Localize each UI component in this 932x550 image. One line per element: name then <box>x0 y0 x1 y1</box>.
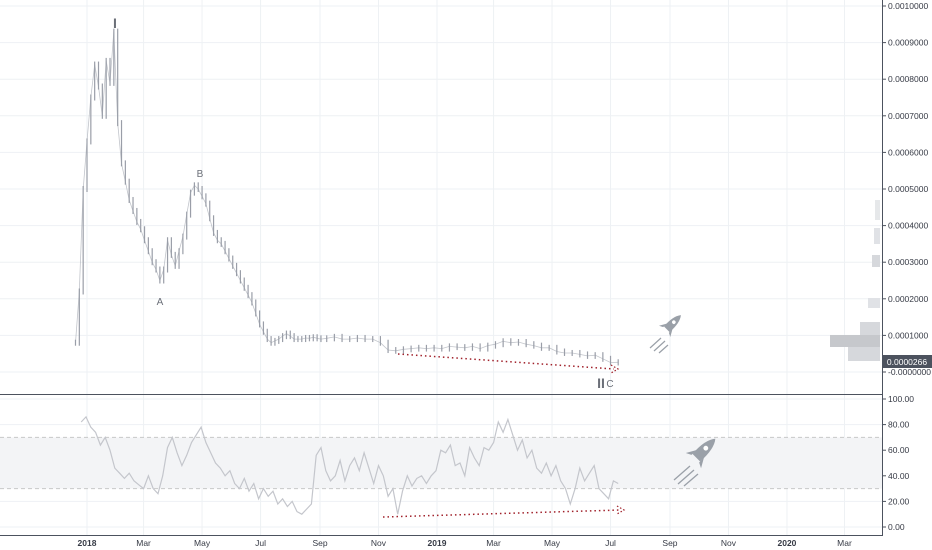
rsi-axis: 100.00 80.00 60.00 40.00 20.00 0.00 <box>882 394 914 532</box>
rsi-band-fill <box>0 437 882 489</box>
rsi-tick-label: 60.00 <box>888 445 910 455</box>
volume-profile-bar <box>872 255 880 267</box>
price-tick-label: 0.0008000 <box>888 74 928 84</box>
volume-profile-bar <box>875 200 880 220</box>
wave-label-2: II <box>597 375 605 391</box>
time-tick-label: May <box>194 538 211 548</box>
price-tick-label: 0.0005000 <box>888 184 928 194</box>
rocket-icon-2 <box>685 438 716 469</box>
wave-label-a: A <box>157 297 164 308</box>
price-tick-label: 0.0006000 <box>888 147 928 157</box>
rocket-trail-icon-2 <box>673 465 699 487</box>
time-tick-label: 2020 <box>777 538 796 548</box>
price-tick-label: 0.0004000 <box>888 221 928 231</box>
rsi-tick-label: 0.00 <box>888 522 905 532</box>
time-tick-label: Mar <box>486 538 501 548</box>
time-tick-label: Nov <box>371 538 387 548</box>
time-tick-label: May <box>544 538 561 548</box>
price-divergence-line <box>397 353 615 370</box>
volume-profile-bar <box>848 347 880 361</box>
rsi-tick-label: 20.00 <box>888 496 910 506</box>
price-divergence-arrow <box>610 364 620 374</box>
rsi-line <box>80 415 619 515</box>
last-price-label: 0.0000266 <box>887 357 927 367</box>
volume-profile-bar <box>830 335 880 347</box>
price-series-line <box>75 31 619 363</box>
price-tick-label: 0.0010000 <box>888 1 928 11</box>
volume-profile-bar <box>860 322 880 335</box>
price-tick-label: 0.0009000 <box>888 38 928 48</box>
price-axis: 0.0010000 0.0009000 0.0008000 0.0007000 0.00… <box>882 1 931 377</box>
time-axis: 2018 Mar May Jul Sep Nov 2019 Mar May Jul Sep Nov 20… <box>78 538 852 548</box>
last-price-box <box>883 355 932 368</box>
rsi-pane <box>80 415 619 515</box>
rsi-tick-label: 40.00 <box>888 471 910 481</box>
price-pane <box>74 28 619 366</box>
volume-profile-bar <box>868 298 880 308</box>
price-tick-label: 0.0003000 <box>888 257 928 267</box>
price-tick-label: 0.0002000 <box>888 294 928 304</box>
rsi-tick-label: 80.00 <box>888 420 910 430</box>
wave-label-1: I <box>113 15 117 31</box>
axes <box>0 0 883 536</box>
time-tick-label: Sep <box>662 538 677 548</box>
rocket-trail-icon <box>649 337 669 354</box>
time-tick-label: Mar <box>136 538 151 548</box>
time-tick-label: Nov <box>721 538 737 548</box>
time-tick-label: Mar <box>837 538 852 548</box>
rocket-icon <box>658 315 681 338</box>
price-tick-label: 0.0001000 <box>888 330 928 340</box>
volume-profile <box>830 200 880 361</box>
rsi-band <box>0 436 882 490</box>
last-price-marker: 0.0000266 <box>883 355 932 368</box>
wave-label-b: B <box>197 169 204 180</box>
price-tick-label: -0.0000000 <box>888 367 931 377</box>
price-tick-label: 0.0007000 <box>888 111 928 121</box>
time-tick-label: Jul <box>255 538 266 548</box>
rsi-tick-label: 100.00 <box>888 394 914 404</box>
time-tick-label: 2018 <box>78 538 97 548</box>
wave-label-c: C <box>606 379 613 390</box>
time-tick-label: Sep <box>312 538 327 548</box>
rsi-divergence-arrow <box>616 505 626 515</box>
volume-profile-bar <box>874 228 880 244</box>
time-tick-label: 2019 <box>428 538 447 548</box>
time-tick-label: Jul <box>605 538 616 548</box>
